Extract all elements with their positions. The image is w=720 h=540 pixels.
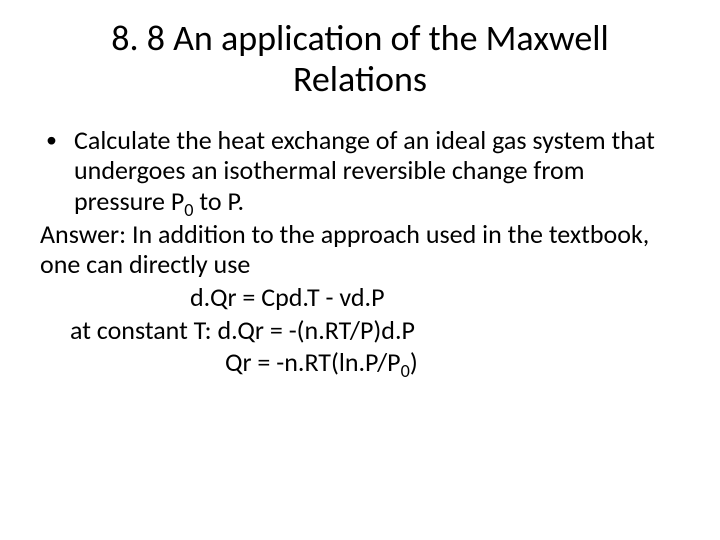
bullet-item: • Calculate the heat exchange of an idea… — [40, 125, 680, 217]
bullet-text: Calculate the heat exchange of an ideal … — [74, 125, 680, 217]
equation-2: at constant T: d.Qr = -(n.RT/P)d.P — [40, 315, 680, 346]
equation-1: d.Qr = Cpd.T - vd.P — [40, 282, 680, 313]
bullet-tail: to P. — [194, 185, 245, 217]
slide-title: 8. 8 An application of the Maxwell Relat… — [40, 18, 680, 101]
equation-3b: ) — [410, 346, 418, 378]
bullet-marker: • — [40, 125, 74, 155]
slide-body: • Calculate the heat exchange of an idea… — [40, 125, 680, 378]
equation-3: Qr = -n.RT(ln.P/P0) — [40, 347, 680, 378]
slide: 8. 8 An application of the Maxwell Relat… — [0, 0, 720, 540]
answer-text: Answer: In addition to the approach used… — [40, 219, 680, 280]
bullet-main: Calculate the heat exchange of an ideal … — [74, 124, 655, 217]
equation-3a: Qr = -n.RT(ln.P/P — [225, 346, 401, 378]
equation-3-sub: 0 — [401, 361, 410, 383]
